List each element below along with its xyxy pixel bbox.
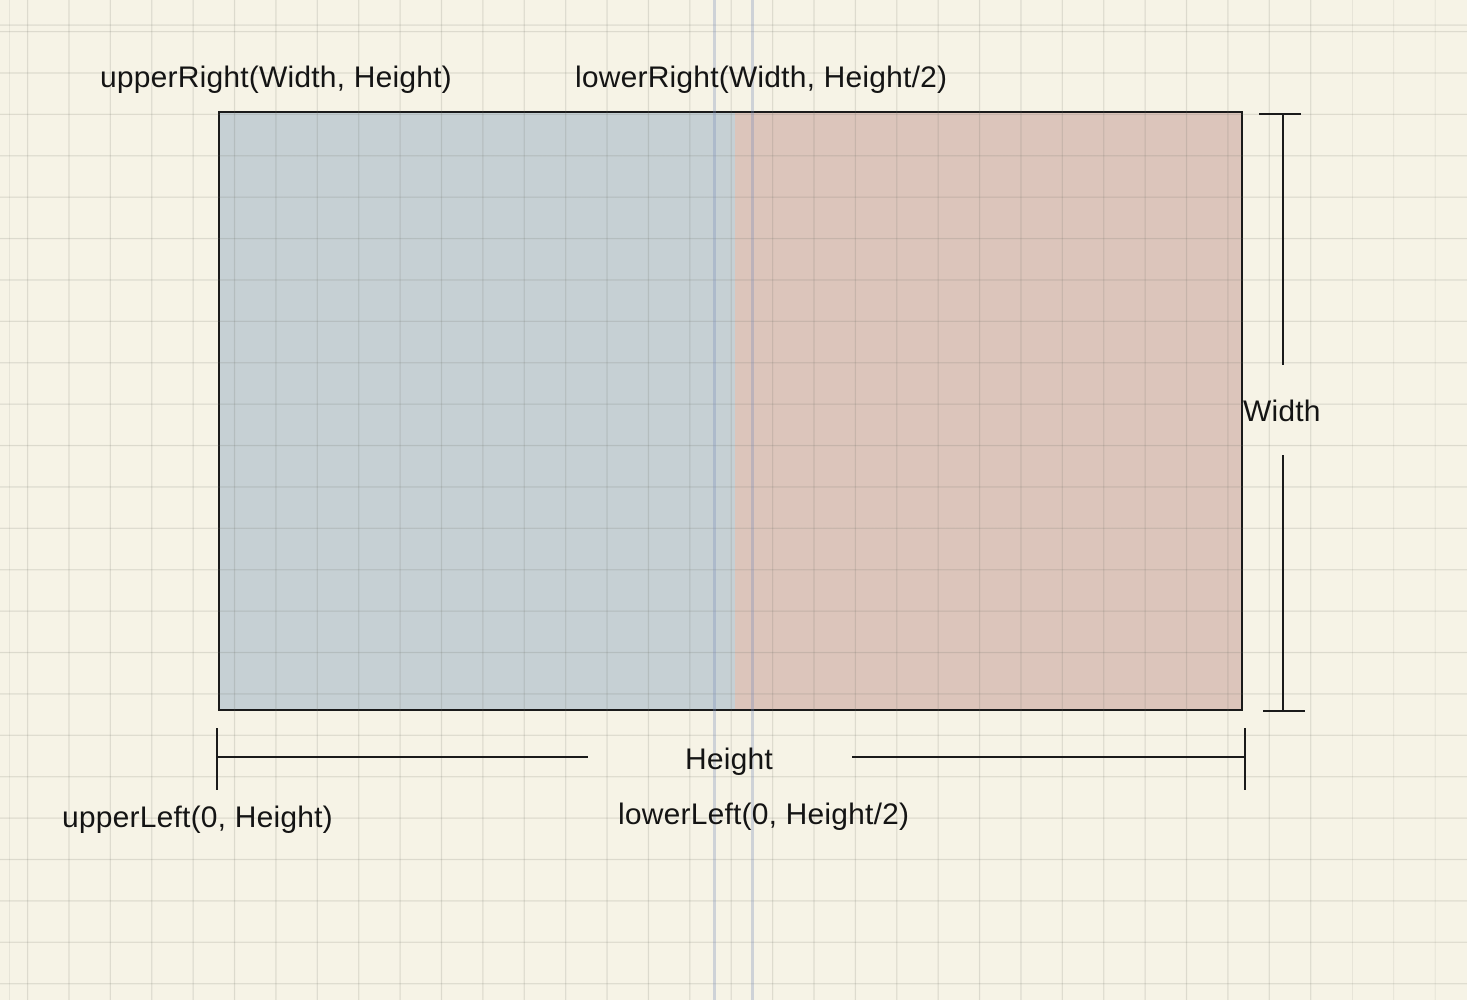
rectangle xyxy=(218,111,1243,711)
label-upper-left-coordinate: upperLeft(0, Height) xyxy=(62,801,333,834)
height-dimension-left-segment xyxy=(216,756,588,758)
width-dimension-lower-segment xyxy=(1282,455,1284,711)
rectangle-right-half xyxy=(735,113,1241,709)
label-width-dimension: Width xyxy=(1243,395,1321,428)
label-lower-left-coordinate: lowerLeft(0, Height/2) xyxy=(618,798,910,831)
label-lower-right-coordinate: lowerRight(Width, Height/2) xyxy=(575,61,948,94)
height-dimension-right-tick xyxy=(1244,728,1246,790)
width-dimension-upper-segment xyxy=(1282,113,1284,365)
width-dimension-bottom-tick xyxy=(1263,710,1305,712)
height-dimension-right-segment xyxy=(852,756,1245,758)
width-dimension-top-tick xyxy=(1259,113,1301,115)
rectangle-left-half xyxy=(220,113,735,709)
label-height-dimension: Height xyxy=(685,743,773,776)
height-dimension-left-tick xyxy=(216,728,218,790)
label-upper-right-coordinate: upperRight(Width, Height) xyxy=(100,61,452,94)
